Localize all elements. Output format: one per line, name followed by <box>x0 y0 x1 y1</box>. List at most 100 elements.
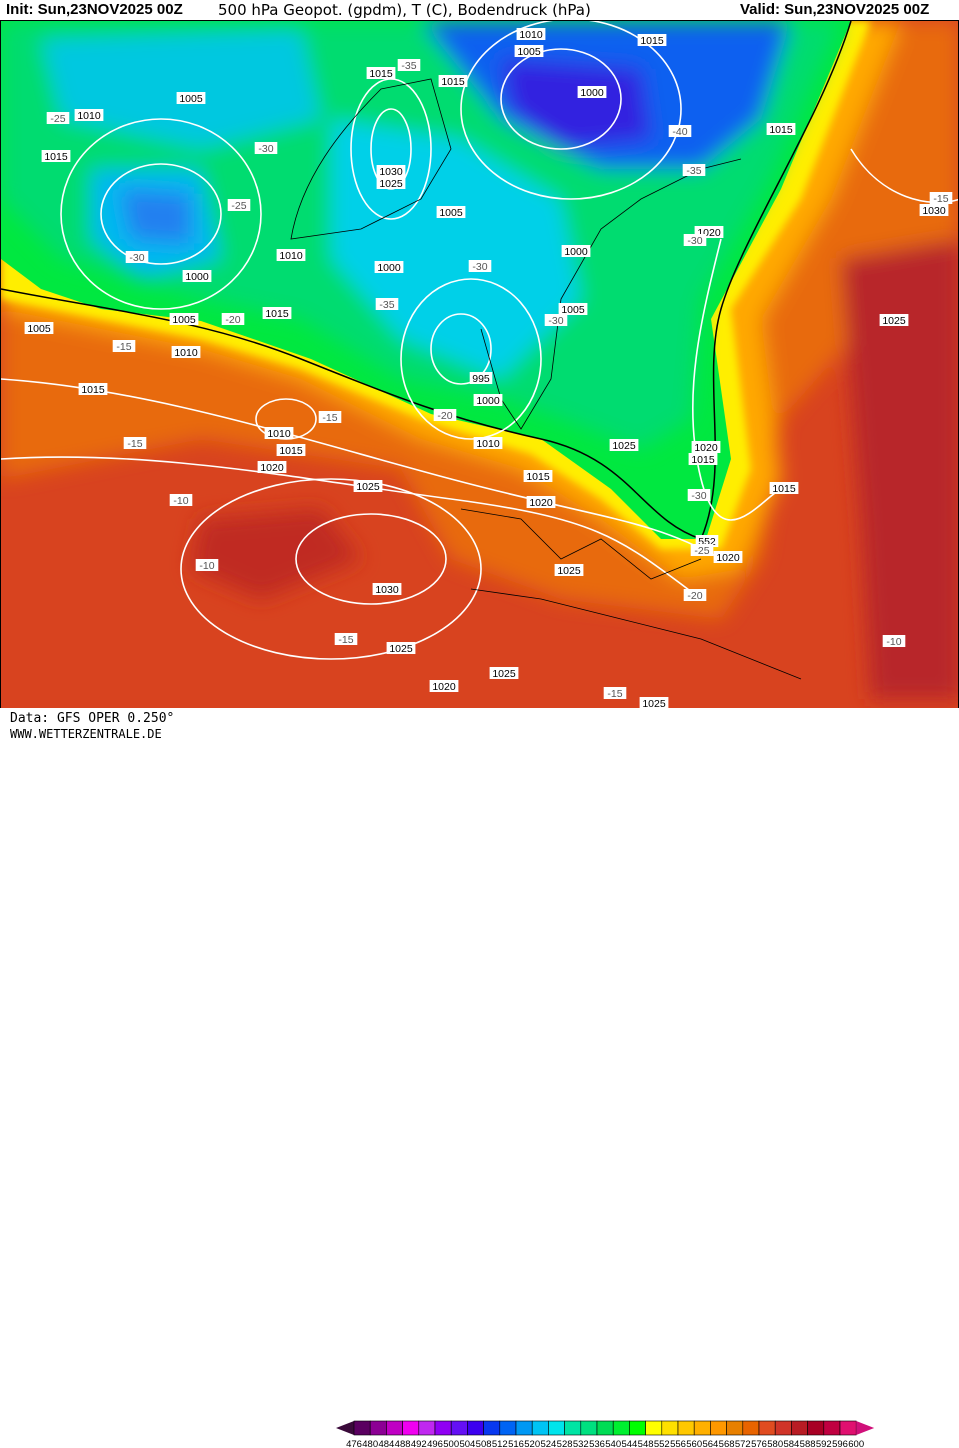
temperature-label: -25 <box>50 113 65 125</box>
isobar-label-box <box>353 480 383 492</box>
isobar-label-box <box>879 314 909 326</box>
isobar-label-box <box>262 307 292 319</box>
field-cyan-nw <box>41 29 321 149</box>
isobar-label: 1005 <box>27 323 51 335</box>
legend-tick: 480 <box>362 1439 378 1448</box>
field-blue-west <box>121 189 191 244</box>
temperature-label: -25 <box>231 200 246 212</box>
isobar-label: 1005 <box>517 46 541 58</box>
temperature-label-box <box>690 544 714 556</box>
map-header: Init: Sun,23NOV2025 00Z 500 hPa Geopot. … <box>0 0 959 22</box>
isobar-label-box <box>766 123 796 135</box>
coastlines <box>290 78 802 680</box>
legend-swatch <box>661 1420 679 1436</box>
temperature-label-box <box>227 199 251 211</box>
isobar-label-box <box>182 270 212 282</box>
website-credit: WWW.WETTERZENTRALE.DE <box>10 727 162 741</box>
isobar-label-box <box>276 249 306 261</box>
legend-swatch <box>483 1420 501 1436</box>
field-darkred-atlantic <box>191 509 361 599</box>
legend-over-arrow <box>856 1421 875 1435</box>
legend-swatch <box>693 1420 711 1436</box>
legend-tick: 520 <box>524 1439 540 1448</box>
legend-tick: 576 <box>751 1439 767 1448</box>
temperature-label-box <box>221 313 245 325</box>
temperature-label-box <box>682 164 706 176</box>
isobar-label: 1020 <box>432 681 456 693</box>
legend-swatch <box>580 1420 598 1436</box>
isobar-label-box <box>473 394 503 406</box>
legend-tick: 512 <box>492 1439 508 1448</box>
isobar-label: 1000 <box>377 262 401 274</box>
temperature-label-box <box>375 298 399 310</box>
legend-tick: 564 <box>702 1439 718 1448</box>
isobar-label-box <box>438 75 468 87</box>
legend-under-arrow <box>336 1421 354 1435</box>
isobar-label: 1005 <box>179 93 203 105</box>
temperature-label: -30 <box>129 252 144 264</box>
isobar-label-box <box>372 583 402 595</box>
isobar-label: 995 <box>472 373 490 385</box>
isobar-label-box <box>523 470 553 482</box>
field-violet-ne <box>501 59 651 149</box>
legend-tick: 552 <box>654 1439 670 1448</box>
isobar-label: 1020 <box>529 497 553 509</box>
legend-swatch <box>353 1420 371 1436</box>
isobar-label-box <box>429 680 459 692</box>
temperature-label: -20 <box>687 590 702 602</box>
temperature-label: -30 <box>691 490 706 502</box>
legend-tick: 592 <box>816 1439 832 1448</box>
isobar-label-box <box>264 427 294 439</box>
isobar-label-box <box>276 444 306 456</box>
isobar-label-box <box>169 313 199 325</box>
legend-swatch <box>791 1420 808 1436</box>
isobar-label: 1005 <box>439 207 463 219</box>
legend-tick: 596 <box>832 1439 848 1448</box>
legend-swatch <box>823 1420 841 1436</box>
isobar-label: 1015 <box>265 308 289 320</box>
isobar-label: 1010 <box>476 438 500 450</box>
isobar-label-box <box>713 551 743 563</box>
contour-labels: 1010 1005 1015 1015 1015 1010 1005 1015 1000 1015… <box>24 28 953 709</box>
isobar-label: 1005 <box>561 304 585 316</box>
isobar-label: 1020 <box>716 552 740 564</box>
temperature-label: -25 <box>694 545 709 557</box>
isobar-label: 1010 <box>279 250 303 262</box>
isobar-label: 1025 <box>882 315 906 327</box>
isobar-label-box <box>489 667 519 679</box>
isobar-label-box <box>386 642 416 654</box>
temperature-label: -20 <box>437 410 452 422</box>
temperature-label: -35 <box>401 60 416 72</box>
isobar-label-box <box>526 496 556 508</box>
legend-swatch <box>758 1420 776 1436</box>
temperature-label-box <box>544 314 568 326</box>
isobar-label: 1015 <box>44 151 68 163</box>
isobar-label: 1015 <box>279 445 303 457</box>
isobar-label: 1030 <box>922 205 946 217</box>
data-source: Data: GFS OPER 0.250° <box>10 711 175 726</box>
temperature-label-box <box>254 142 278 154</box>
legend-swatch <box>839 1420 857 1436</box>
isobar-label-box <box>41 150 71 162</box>
isobar-label-box <box>919 204 949 216</box>
isobar-label: 1015 <box>81 384 105 396</box>
temperature-label: -30 <box>258 143 273 155</box>
isobar-label-box <box>639 697 669 709</box>
legend-swatch <box>710 1420 727 1436</box>
isobar-label: 1010 <box>174 347 198 359</box>
field-darkred <box>841 239 958 699</box>
isobar-label-box <box>366 67 396 79</box>
contour-552 <box>1 21 852 540</box>
temperature-label-box <box>123 437 147 449</box>
legend-tick: 588 <box>800 1439 816 1448</box>
legend-tick: 484 <box>378 1439 394 1448</box>
legend-swatch <box>612 1420 630 1436</box>
temperature-label-box <box>668 125 692 137</box>
isobar-label-box <box>691 441 721 453</box>
legend-tick: 548 <box>638 1439 654 1448</box>
legend-swatch <box>450 1420 468 1436</box>
isobar-label: 1000 <box>185 271 209 283</box>
legend-tick: 544 <box>621 1439 637 1448</box>
temperature-label: -15 <box>322 412 337 424</box>
temperature-label: -35 <box>686 165 701 177</box>
